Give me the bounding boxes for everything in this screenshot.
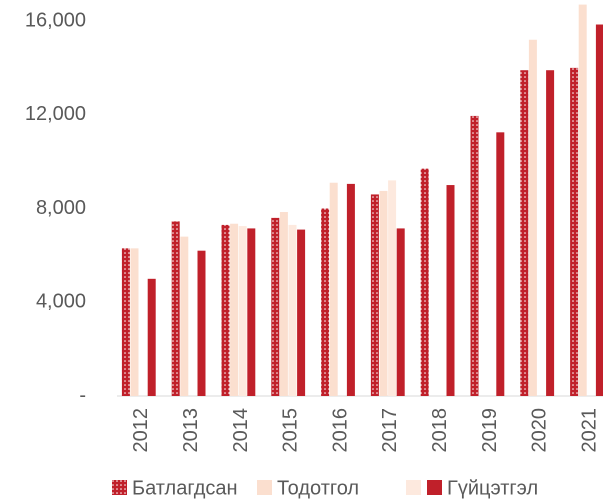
x-tick-label: 2021 xyxy=(578,408,600,453)
bar xyxy=(578,4,587,396)
y-tick-label: 12,000 xyxy=(25,103,86,125)
bar xyxy=(271,217,280,396)
bar xyxy=(446,185,455,396)
y-tick-label: 16,000 xyxy=(25,9,86,31)
bar xyxy=(279,212,288,396)
x-tick-label: 2013 xyxy=(180,408,202,453)
x-tick-label: 2017 xyxy=(379,408,401,453)
bar xyxy=(546,70,555,396)
bar xyxy=(595,24,603,396)
x-tick-label: 2012 xyxy=(130,408,152,453)
bar xyxy=(329,182,338,396)
bar xyxy=(147,278,156,396)
bar xyxy=(171,221,180,396)
bar xyxy=(197,250,206,396)
x-tick-label: 2014 xyxy=(230,408,252,453)
y-tick-label: 4,000 xyxy=(36,291,86,313)
legend-swatch xyxy=(257,480,272,495)
bar xyxy=(121,248,130,396)
x-tick-label: 2019 xyxy=(479,408,501,453)
bar xyxy=(370,194,379,396)
bar xyxy=(570,67,579,396)
bar xyxy=(230,223,239,396)
bar xyxy=(130,248,139,396)
bar xyxy=(420,168,429,396)
bar xyxy=(379,190,388,396)
bar xyxy=(520,70,529,396)
bar xyxy=(180,236,189,396)
legend-swatch xyxy=(427,480,442,495)
bar xyxy=(288,224,297,396)
legend-swatch xyxy=(112,480,127,495)
legend-swatch xyxy=(406,480,421,495)
bar xyxy=(321,208,330,396)
bar xyxy=(388,180,397,396)
bar xyxy=(346,183,355,396)
bar xyxy=(496,132,505,396)
x-tick-label: 2015 xyxy=(280,408,302,453)
bar xyxy=(396,228,405,396)
bar xyxy=(247,228,256,396)
bar xyxy=(238,226,247,396)
bar xyxy=(221,224,230,396)
legend-label: Гүйцэтгэл xyxy=(447,477,538,499)
x-tick-label: 2020 xyxy=(529,408,551,453)
legend-label: Тодотгол xyxy=(277,477,359,499)
bar xyxy=(470,115,479,396)
x-tick-label: 2016 xyxy=(329,408,351,453)
y-tick-label: 8,000 xyxy=(36,197,86,219)
bar xyxy=(528,39,537,396)
x-tick-label: 2018 xyxy=(429,408,451,453)
bar xyxy=(297,229,306,396)
legend-label: Батлагдсан xyxy=(132,477,238,499)
y-tick-label: - xyxy=(79,384,86,406)
